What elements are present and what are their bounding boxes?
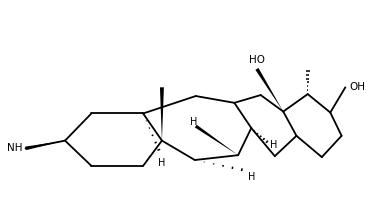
Text: NH: NH bbox=[7, 143, 23, 153]
Polygon shape bbox=[160, 87, 164, 141]
Polygon shape bbox=[195, 125, 238, 155]
Text: H: H bbox=[270, 139, 277, 149]
Text: OH: OH bbox=[349, 82, 365, 92]
Text: HO: HO bbox=[249, 54, 265, 65]
Text: H: H bbox=[190, 117, 198, 127]
Polygon shape bbox=[25, 141, 65, 150]
Text: H: H bbox=[158, 158, 166, 167]
Polygon shape bbox=[255, 68, 283, 112]
Text: H: H bbox=[248, 172, 255, 182]
